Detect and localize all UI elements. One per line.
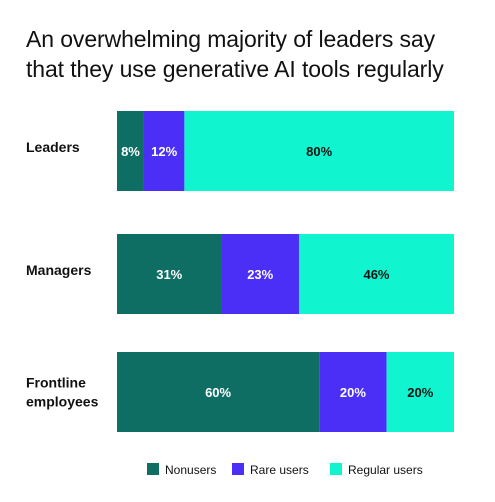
data-label: 23% xyxy=(247,267,273,282)
data-label: 20% xyxy=(340,385,366,400)
legend-label: Nonusers xyxy=(165,463,216,477)
legend-swatch xyxy=(147,463,159,475)
legend-swatch xyxy=(330,463,342,475)
bar-segment xyxy=(117,111,144,191)
category-label: Frontline xyxy=(26,375,86,391)
category-label: Leaders xyxy=(26,139,80,155)
data-label: 12% xyxy=(151,144,177,159)
bar-segment xyxy=(221,234,299,314)
category-label: employees xyxy=(26,394,99,410)
data-label: 20% xyxy=(407,385,433,400)
bar-segment xyxy=(386,352,454,432)
legend-swatch xyxy=(232,463,244,475)
data-label: 8% xyxy=(121,144,140,159)
legend-label: Rare users xyxy=(250,463,309,477)
bar-segment xyxy=(143,111,185,191)
legend-label: Regular users xyxy=(348,463,423,477)
data-label: 60% xyxy=(205,385,231,400)
data-label: 80% xyxy=(306,144,332,159)
category-label: Managers xyxy=(26,262,92,278)
bar-segment xyxy=(298,234,454,314)
bar-segment xyxy=(319,352,387,432)
bar-segment xyxy=(117,352,320,432)
data-label: 31% xyxy=(156,267,182,282)
data-label: 46% xyxy=(363,267,389,282)
bar-segment xyxy=(184,111,454,191)
chart-title: An overwhelming majority of leaders say … xyxy=(26,26,444,82)
bar-segment xyxy=(117,234,222,314)
